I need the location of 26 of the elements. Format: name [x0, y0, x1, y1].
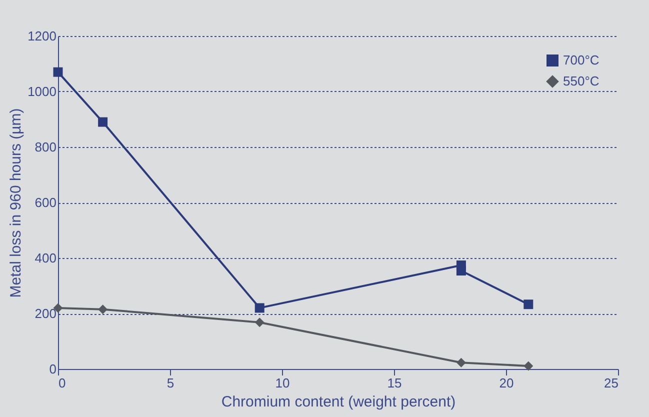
x-tick-label: 25 [604, 376, 618, 390]
point [98, 117, 108, 127]
y-tick-label: 600 [34, 195, 56, 210]
x-tick-label: 10 [275, 376, 290, 390]
point [98, 304, 108, 314]
y-tick-label: 0 [49, 362, 56, 376]
legend-label: 550°C [563, 74, 600, 88]
point [254, 318, 264, 328]
x-tick-label: 0 [58, 376, 66, 390]
point [456, 266, 466, 276]
y-axis-title: Metal loss in 960 hours (µm) [8, 108, 25, 298]
y-tick-label: 400 [34, 250, 56, 266]
y-tick-label: 800 [34, 140, 56, 154]
legend-label: 700°C [563, 52, 600, 68]
point [524, 361, 534, 371]
x-axis-title: Chromium content (weight percent) [221, 394, 456, 410]
x-tick-label: 5 [166, 376, 174, 390]
point [53, 67, 63, 77]
point [524, 300, 534, 310]
y-tick-label: 1200 [28, 28, 56, 44]
point [254, 303, 264, 313]
y-tick-label: 200 [34, 306, 56, 321]
y-tick-label: 1000 [28, 84, 56, 99]
x-tick-label: 20 [499, 376, 514, 390]
point [456, 358, 466, 368]
x-tick-label: 15 [387, 376, 402, 390]
